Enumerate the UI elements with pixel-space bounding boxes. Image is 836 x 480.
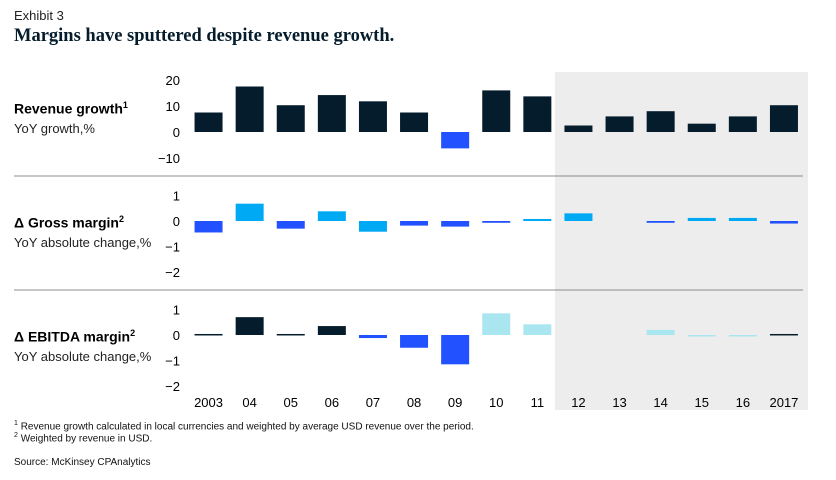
- bar-1-2003: [194, 221, 223, 233]
- y-tick-label: 1: [173, 189, 180, 204]
- bar-2-16: [728, 335, 757, 337]
- panel-title-revenue: Revenue growth1: [14, 100, 128, 117]
- bar-1-05: [276, 221, 305, 229]
- bar-0-11: [523, 96, 552, 132]
- bar-1-12: [564, 213, 593, 221]
- source-note: Source: McKinsey CPAnalytics: [14, 457, 151, 468]
- panel-sub-ebitda: YoY absolute change,%: [14, 348, 152, 364]
- bar-1-2017: [769, 221, 798, 224]
- bar-1-06: [317, 211, 346, 221]
- bar-2-07: [358, 335, 387, 339]
- y-tick-label: −1: [165, 354, 180, 369]
- bar-1-09: [441, 221, 470, 227]
- bar-0-12: [564, 125, 593, 132]
- y-tick-label: 20: [166, 73, 180, 88]
- bar-2-2003: [194, 333, 223, 336]
- bar-0-07: [358, 101, 387, 132]
- x-tick-label: 2003: [194, 395, 223, 410]
- x-tick-label: 10: [489, 395, 503, 410]
- bar-2-09: [441, 335, 470, 365]
- x-tick-label: 08: [407, 395, 421, 410]
- x-tick-label: 07: [366, 395, 380, 410]
- x-tick-label: 15: [695, 395, 709, 410]
- panel-label-ebitda: Δ EBITDA margin2 YoY absolute change,%: [14, 328, 151, 364]
- panel-title-gross: Δ Gross margin2: [14, 214, 124, 231]
- exhibit-label: Exhibit 3: [14, 8, 64, 23]
- bar-0-05: [276, 105, 305, 132]
- x-tick-label: 11: [531, 395, 545, 410]
- bar-2-08: [400, 335, 429, 348]
- bar-0-15: [687, 123, 716, 132]
- bar-1-08: [400, 221, 429, 226]
- bar-1-16: [728, 217, 757, 221]
- bar-2-11: [523, 324, 552, 335]
- bar-2-15: [687, 335, 716, 337]
- x-tick-label: 16: [736, 395, 750, 410]
- x-tick-label: 13: [612, 395, 626, 410]
- panel-sub-gross: YoY absolute change,%: [14, 234, 152, 250]
- bar-0-2017: [769, 105, 798, 132]
- bar-0-04: [235, 86, 264, 132]
- bar-2-14: [646, 329, 675, 335]
- shaded-region: [554, 72, 808, 410]
- chart-title: Margins have sputtered despite revenue g…: [14, 26, 395, 46]
- x-tick-label: 2017: [769, 395, 798, 410]
- footnote-2: 2 Weighted by revenue in USD.: [14, 432, 153, 445]
- x-tick-label: 09: [448, 395, 462, 410]
- y-tick-label: 0: [173, 214, 180, 229]
- bar-1-14: [646, 221, 675, 223]
- bar-2-05: [276, 333, 305, 336]
- bar-2-06: [317, 326, 346, 335]
- y-tick-label: −2: [165, 379, 180, 394]
- bar-0-14: [646, 111, 675, 132]
- bar-2-04: [235, 317, 264, 335]
- x-tick-label: 14: [653, 395, 667, 410]
- bar-1-10: [482, 221, 511, 223]
- x-tick-label: 05: [284, 395, 298, 410]
- bar-2-2017: [769, 333, 798, 336]
- bar-2-10: [482, 313, 511, 335]
- y-tick-label: −2: [165, 265, 180, 280]
- bar-1-11: [523, 218, 552, 221]
- panel-sub-revenue: YoY growth,%: [14, 120, 95, 136]
- bar-0-13: [605, 116, 634, 132]
- y-tick-label: 0: [173, 328, 180, 343]
- bar-1-15: [687, 217, 716, 221]
- bar-1-04: [235, 203, 264, 221]
- footnote-1: 1 Revenue growth calculated in local cur…: [14, 420, 474, 433]
- y-tick-label: 10: [166, 99, 180, 114]
- bar-1-07: [358, 221, 387, 232]
- panel-label-gross: Δ Gross margin2 YoY absolute change,%: [14, 214, 151, 250]
- bar-0-09: [441, 132, 470, 149]
- y-tick-label: −1: [165, 240, 180, 255]
- panel-title-ebitda: Δ EBITDA margin2: [14, 328, 136, 345]
- bar-0-2003: [194, 112, 223, 132]
- bar-0-06: [317, 95, 346, 132]
- x-tick-label: 04: [242, 395, 256, 410]
- y-tick-label: −10: [158, 151, 180, 166]
- x-tick-label: 12: [571, 395, 585, 410]
- bar-0-16: [728, 116, 757, 132]
- y-tick-label: 0: [173, 125, 180, 140]
- bar-0-10: [482, 90, 511, 132]
- bar-0-08: [400, 112, 429, 132]
- y-tick-label: 1: [173, 303, 180, 318]
- panel-label-revenue: Revenue growth1 YoY growth,%: [14, 100, 128, 136]
- x-tick-label: 06: [325, 395, 339, 410]
